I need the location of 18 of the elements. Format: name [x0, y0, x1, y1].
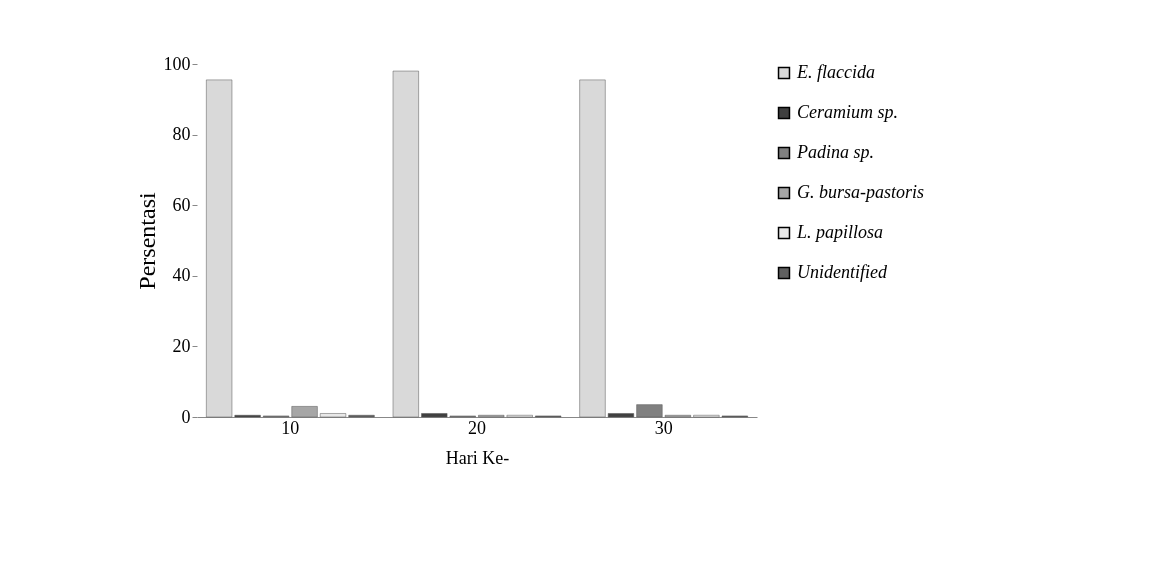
legend-label: G. bursa-pastoris — [797, 182, 925, 202]
y-tick-label: 80 — [172, 124, 191, 145]
x-tick-label: 20 — [468, 417, 486, 438]
y-tick-label: 20 — [172, 335, 191, 356]
legend-label: E. flaccida — [796, 62, 875, 82]
y-axis-title: Persentasi — [133, 192, 160, 290]
legend-label: Padina sp. — [796, 142, 875, 162]
x-tick-label: 10 — [281, 417, 300, 438]
x-tick-label: 30 — [654, 417, 673, 438]
legend-label: Ceramium sp. — [797, 102, 899, 122]
x-axis-title: Hari Ke- — [445, 447, 510, 468]
y-tick-label: 0 — [181, 406, 191, 427]
legend-label: Unidentified — [797, 262, 888, 282]
bar — [392, 70, 419, 418]
y-tick-label: 40 — [172, 265, 191, 286]
y-tick-label: 60 — [172, 194, 191, 215]
y-tick-label: 100 — [163, 53, 191, 74]
legend-label: L. papillosa — [796, 222, 884, 242]
